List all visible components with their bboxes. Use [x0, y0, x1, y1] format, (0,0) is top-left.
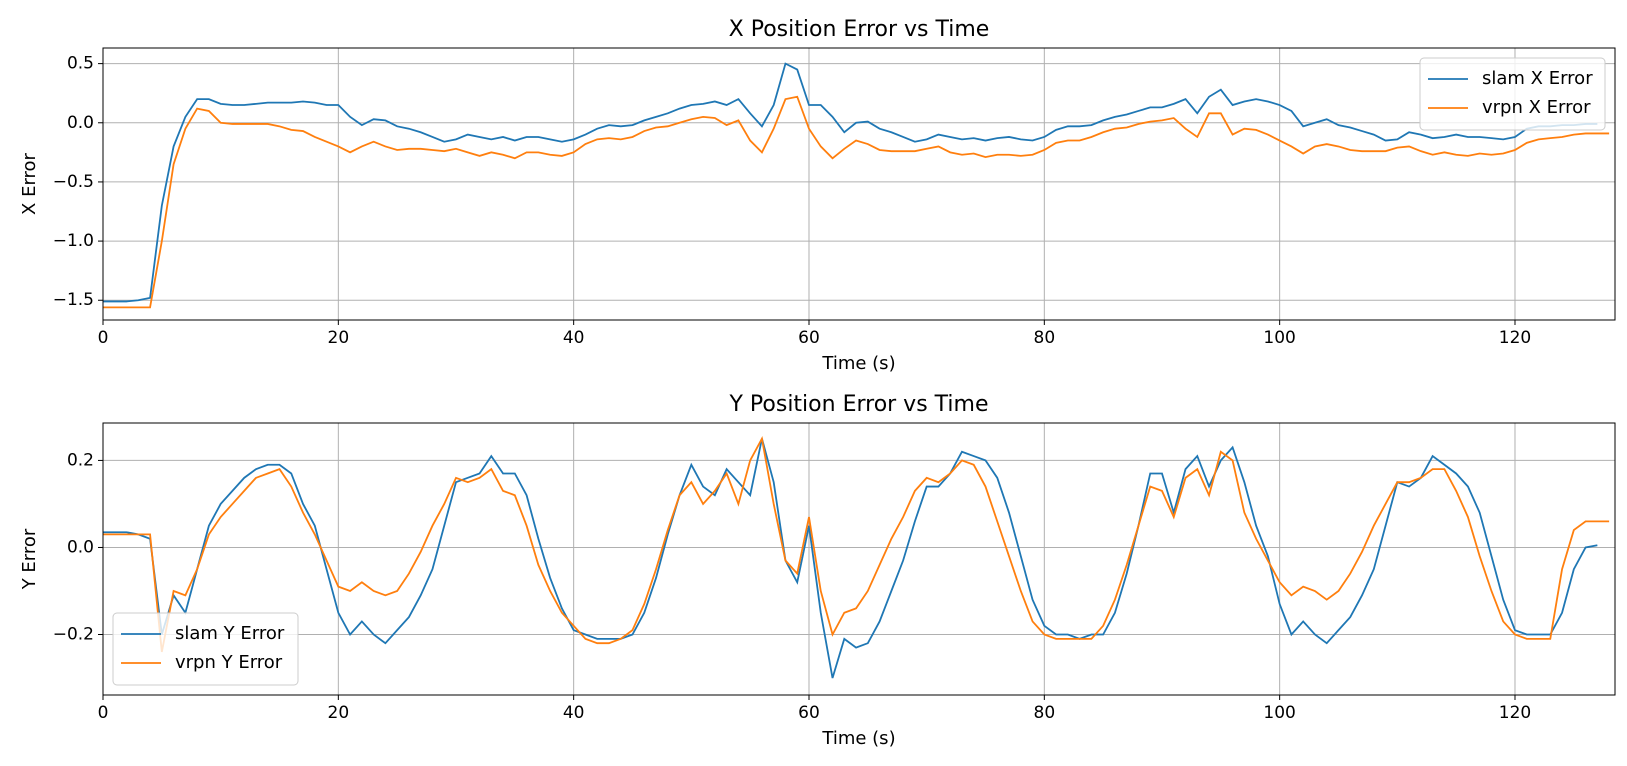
x-tick-label: 20 — [328, 328, 350, 348]
y-tick-label: 0.0 — [67, 537, 94, 557]
y-tick-label: 0.0 — [67, 113, 94, 133]
legend-label: slam X Error — [1482, 68, 1593, 89]
x-tick-label: 100 — [1263, 328, 1295, 348]
x-tick-label: 40 — [563, 328, 585, 348]
x-tick-label: 0 — [98, 703, 109, 723]
x-tick-label: 80 — [1034, 328, 1056, 348]
data-line — [103, 62, 1598, 303]
x-tick-label: 40 — [563, 703, 585, 723]
y-tick-label: 0.5 — [67, 54, 94, 74]
x-axis-label: Time (s) — [821, 728, 895, 749]
x-tick-label: 120 — [1499, 328, 1531, 348]
y-tick-label: −1.0 — [53, 231, 94, 251]
data-line — [103, 435, 1610, 653]
legend-box — [1419, 57, 1606, 131]
y-tick-label: −0.2 — [53, 625, 94, 645]
legend-label: slam Y Error — [175, 623, 285, 644]
y-axis-label: X Error — [19, 152, 40, 215]
chart-title: X Position Error vs Time — [729, 17, 990, 42]
subplot: X Position Error vs Time Time (s) X Error 0… — [19, 17, 1616, 374]
chart-title: Y Position Error vs Time — [728, 392, 988, 417]
legend-label: vrpn X Error — [1482, 97, 1591, 118]
data-line — [103, 95, 1610, 309]
legend: slam X Error vrpn X Error — [1419, 57, 1606, 131]
x-tick-label: 60 — [798, 703, 820, 723]
legend: slam Y Error vrpn Y Error — [112, 612, 299, 686]
data-line — [103, 438, 1598, 679]
y-axis-label: Y Error — [19, 528, 40, 590]
x-tick-label: 60 — [798, 328, 820, 348]
plot-frame — [102, 47, 1616, 321]
y-tick-label: 0.2 — [67, 450, 94, 470]
x-tick-label: 80 — [1034, 703, 1056, 723]
plot-frame — [102, 422, 1616, 696]
x-axis-label: Time (s) — [821, 353, 895, 374]
x-tick-label: 0 — [98, 328, 109, 348]
legend-label: vrpn Y Error — [175, 652, 283, 673]
y-tick-label: −0.5 — [53, 172, 94, 192]
y-tick-label: −1.5 — [53, 290, 94, 310]
legend-box — [112, 612, 299, 686]
subplot: Y Position Error vs Time Time (s) Y Error 0… — [19, 392, 1616, 749]
x-tick-label: 20 — [328, 703, 350, 723]
x-tick-label: 100 — [1263, 703, 1295, 723]
x-tick-label: 120 — [1499, 703, 1531, 723]
